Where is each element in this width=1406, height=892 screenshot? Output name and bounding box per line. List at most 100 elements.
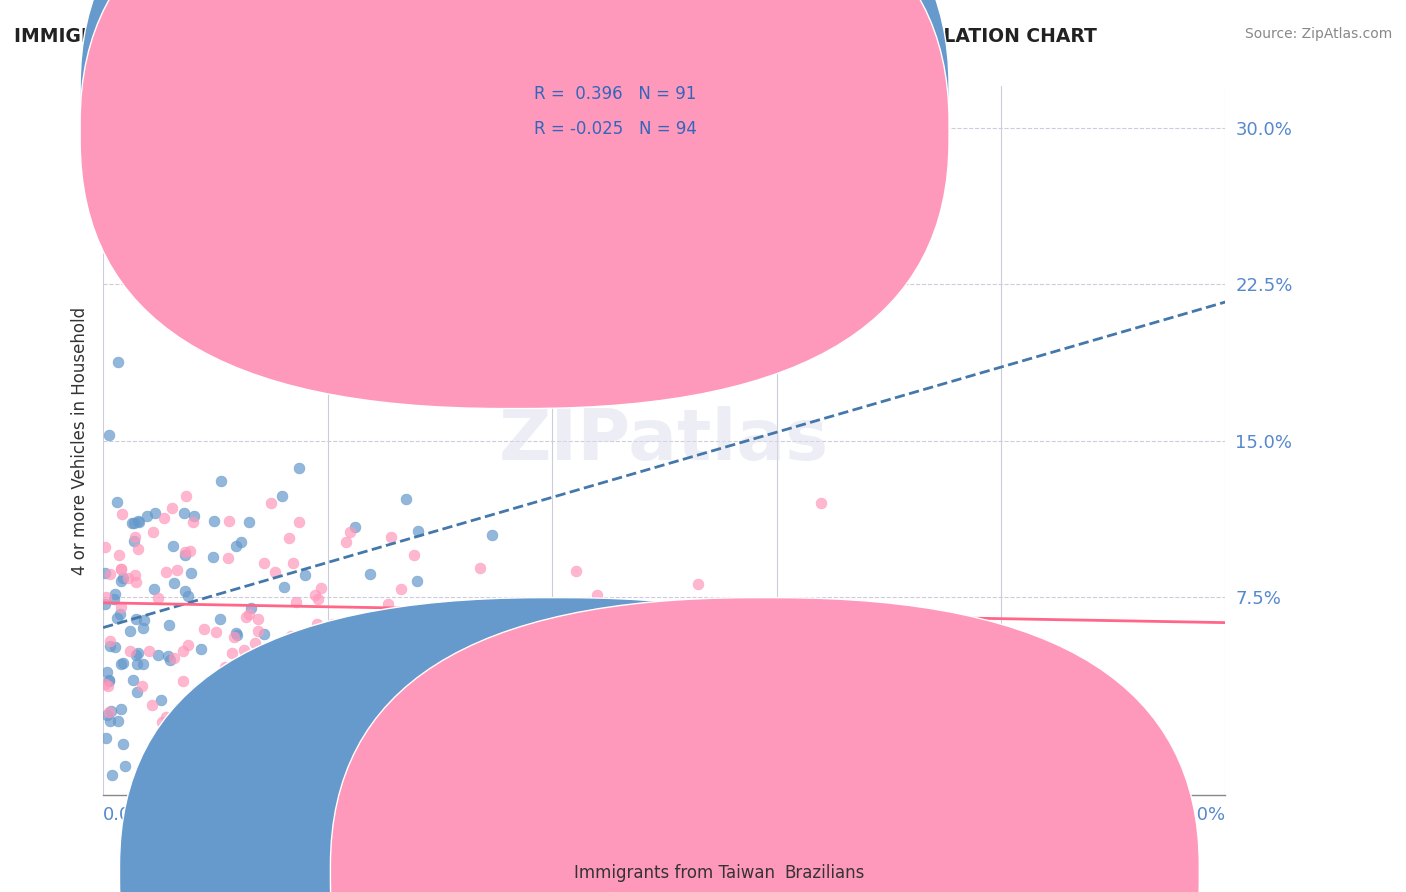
Point — [281, 557, 304, 571]
Point — [432, 628, 454, 642]
Point — [278, 531, 301, 545]
Point — [246, 612, 269, 626]
Point — [174, 583, 197, 598]
Point — [565, 564, 588, 578]
Point — [155, 710, 177, 724]
Point — [335, 535, 357, 549]
Point — [174, 489, 197, 503]
Point — [288, 461, 311, 475]
Point — [132, 657, 155, 672]
Point — [503, 604, 526, 618]
Point — [221, 646, 243, 660]
Point — [190, 642, 212, 657]
Point — [176, 767, 198, 781]
Point — [96, 665, 118, 680]
Point — [97, 673, 120, 688]
Point — [226, 628, 249, 642]
Point — [118, 624, 141, 638]
Point — [125, 612, 148, 626]
Point — [148, 591, 170, 606]
Point — [94, 540, 117, 554]
Point — [111, 507, 134, 521]
Point — [162, 539, 184, 553]
Point — [309, 632, 332, 647]
Point — [599, 617, 621, 632]
Point — [359, 567, 381, 582]
Point — [218, 514, 240, 528]
Point — [110, 561, 132, 575]
Point — [132, 613, 155, 627]
Point — [232, 643, 254, 657]
Text: 25.0%: 25.0% — [1168, 805, 1226, 824]
Point — [107, 714, 129, 728]
Point — [131, 679, 153, 693]
Point — [179, 544, 201, 558]
Point — [98, 428, 121, 442]
Point — [110, 562, 132, 576]
Point — [156, 648, 179, 663]
Point — [107, 355, 129, 369]
Point — [136, 508, 159, 523]
Point — [305, 616, 328, 631]
Point — [322, 616, 344, 631]
Point — [127, 514, 149, 528]
Point — [94, 590, 117, 604]
Point — [105, 495, 128, 509]
Text: 0.0%: 0.0% — [103, 805, 149, 824]
Point — [481, 528, 503, 542]
Point — [492, 649, 515, 664]
Point — [405, 574, 427, 588]
Point — [309, 581, 332, 595]
Point — [110, 574, 132, 588]
Point — [98, 714, 121, 728]
Point — [160, 501, 183, 516]
Point — [112, 657, 135, 671]
Point — [166, 563, 188, 577]
Point — [138, 644, 160, 658]
Point — [263, 565, 285, 579]
Point — [259, 496, 281, 510]
Point — [149, 693, 172, 707]
Point — [488, 610, 510, 624]
Point — [209, 719, 232, 733]
Point — [110, 657, 132, 672]
Point — [110, 701, 132, 715]
Point — [128, 515, 150, 529]
Point — [287, 515, 309, 529]
Point — [243, 636, 266, 650]
Point — [120, 643, 142, 657]
Point — [284, 594, 307, 608]
Point — [304, 588, 326, 602]
Point — [98, 673, 121, 688]
Point — [308, 645, 330, 659]
Point — [142, 524, 165, 539]
Point — [104, 640, 127, 654]
Point — [389, 582, 412, 597]
Text: Source: ZipAtlas.com: Source: ZipAtlas.com — [1244, 27, 1392, 41]
Point — [273, 580, 295, 594]
Point — [98, 639, 121, 653]
Point — [644, 635, 666, 649]
Point — [343, 520, 366, 534]
Point — [741, 681, 763, 695]
Y-axis label: 4 or more Vehicles in Household: 4 or more Vehicles in Household — [72, 307, 89, 575]
Point — [108, 607, 131, 622]
Point — [103, 591, 125, 606]
Point — [97, 705, 120, 719]
Point — [96, 707, 118, 722]
Point — [183, 509, 205, 524]
Point — [127, 647, 149, 661]
Point — [124, 530, 146, 544]
Point — [703, 607, 725, 622]
Point — [586, 588, 609, 602]
Point — [380, 530, 402, 544]
Point — [204, 625, 226, 640]
Point — [141, 698, 163, 713]
Point — [103, 587, 125, 601]
Point — [125, 575, 148, 590]
Point — [270, 489, 292, 503]
Point — [174, 548, 197, 562]
Point — [280, 634, 302, 648]
Point — [920, 635, 942, 649]
Point — [146, 648, 169, 662]
